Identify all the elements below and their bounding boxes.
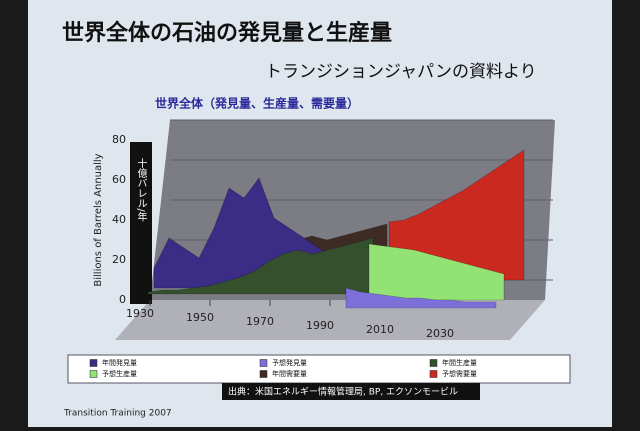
legend-label: 年間発見量 bbox=[102, 358, 137, 367]
legend-swatch bbox=[259, 370, 268, 378]
y-tick-label: 0 bbox=[119, 293, 126, 306]
floor bbox=[115, 300, 545, 340]
legend-label: 予想発見量 bbox=[272, 358, 307, 367]
legend-swatch bbox=[89, 359, 98, 367]
x-tick-label: 1990 bbox=[306, 319, 334, 332]
x-tick-label: 2030 bbox=[426, 327, 454, 340]
legend-label: 年間生産量 bbox=[442, 358, 477, 367]
legend-swatch bbox=[89, 370, 98, 378]
legend-swatch bbox=[429, 359, 438, 367]
y-tick-label: 20 bbox=[112, 253, 126, 266]
y-tick-label: 60 bbox=[112, 173, 126, 186]
x-tick-label: 1970 bbox=[246, 315, 274, 328]
x-tick-label: 1930 bbox=[126, 307, 154, 320]
y-axis-label-jp: 十億バレル/年 bbox=[135, 157, 147, 222]
source: 出典：米国エネルギー情報管理局, BP, エクソンモービル bbox=[228, 386, 458, 398]
x-tick-label: 1950 bbox=[186, 311, 214, 324]
slide-subtitle: トランジションジャパンの資料より bbox=[265, 62, 537, 82]
slide-title: 世界全体の石油の発見量と生産量 bbox=[62, 20, 392, 46]
source-box bbox=[222, 383, 480, 400]
y-tick-label: 40 bbox=[112, 213, 126, 226]
legend-label: 年間需要量 bbox=[272, 369, 307, 378]
y-label-band bbox=[130, 142, 152, 304]
y-tick-label: 80 bbox=[112, 133, 126, 146]
series-area bbox=[388, 149, 525, 281]
legend-label: 予想生産量 bbox=[102, 369, 137, 378]
series-area bbox=[147, 237, 374, 295]
series-area bbox=[368, 243, 505, 301]
legend-swatch bbox=[259, 359, 268, 367]
series-area bbox=[345, 287, 497, 309]
y-axis-label: Billions of Barrels Annually bbox=[93, 153, 104, 286]
footer: Transition Training 2007 bbox=[63, 409, 172, 419]
x-tick-label: 2010 bbox=[366, 323, 394, 336]
legend-label: 予想需要量 bbox=[442, 369, 477, 378]
chart-title: 世界全体（発見量、生産量、需要量） bbox=[155, 96, 359, 111]
legend bbox=[67, 354, 571, 384]
legend-swatch bbox=[429, 370, 438, 378]
